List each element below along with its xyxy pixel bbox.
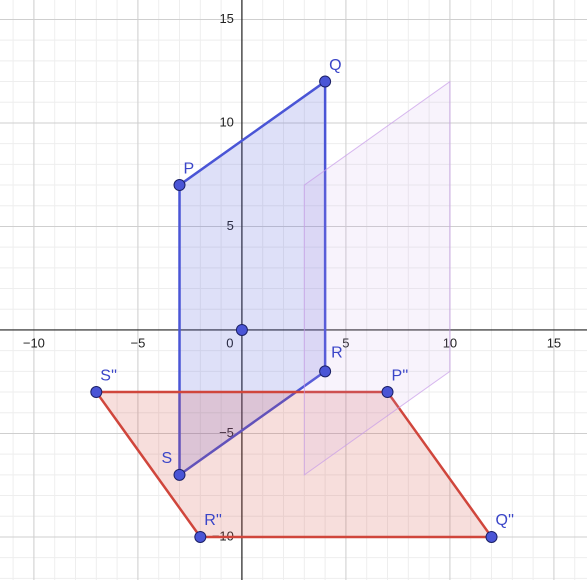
point-label: S	[162, 450, 173, 467]
vertex	[173, 179, 186, 192]
point-label: R''	[204, 512, 222, 529]
x-tick-label: 5	[342, 335, 349, 350]
x-tick-label: −10	[23, 335, 45, 350]
y-tick-label: −5	[219, 425, 234, 440]
x-tick-label: 0	[226, 335, 233, 350]
y-tick-label: 10	[219, 114, 233, 129]
vertex	[173, 468, 186, 481]
point-label: Q	[329, 57, 341, 74]
x-tick-label: −5	[130, 335, 145, 350]
x-tick-label: 15	[547, 335, 561, 350]
vertex	[319, 75, 332, 88]
polygon	[303, 80, 451, 476]
point-label: P''	[392, 367, 409, 384]
vertex	[90, 386, 103, 399]
polygon	[93, 390, 494, 539]
vertex	[194, 530, 207, 543]
vertex	[485, 530, 498, 543]
vertex	[381, 386, 394, 399]
point	[235, 323, 248, 336]
vertex	[319, 365, 332, 378]
point-label: Q''	[496, 512, 515, 529]
y-tick-label: 5	[227, 218, 234, 233]
point-label: R	[331, 345, 343, 362]
y-tick-label: 15	[219, 11, 233, 26]
point-label: S''	[100, 367, 117, 384]
point-label: P	[184, 160, 195, 177]
